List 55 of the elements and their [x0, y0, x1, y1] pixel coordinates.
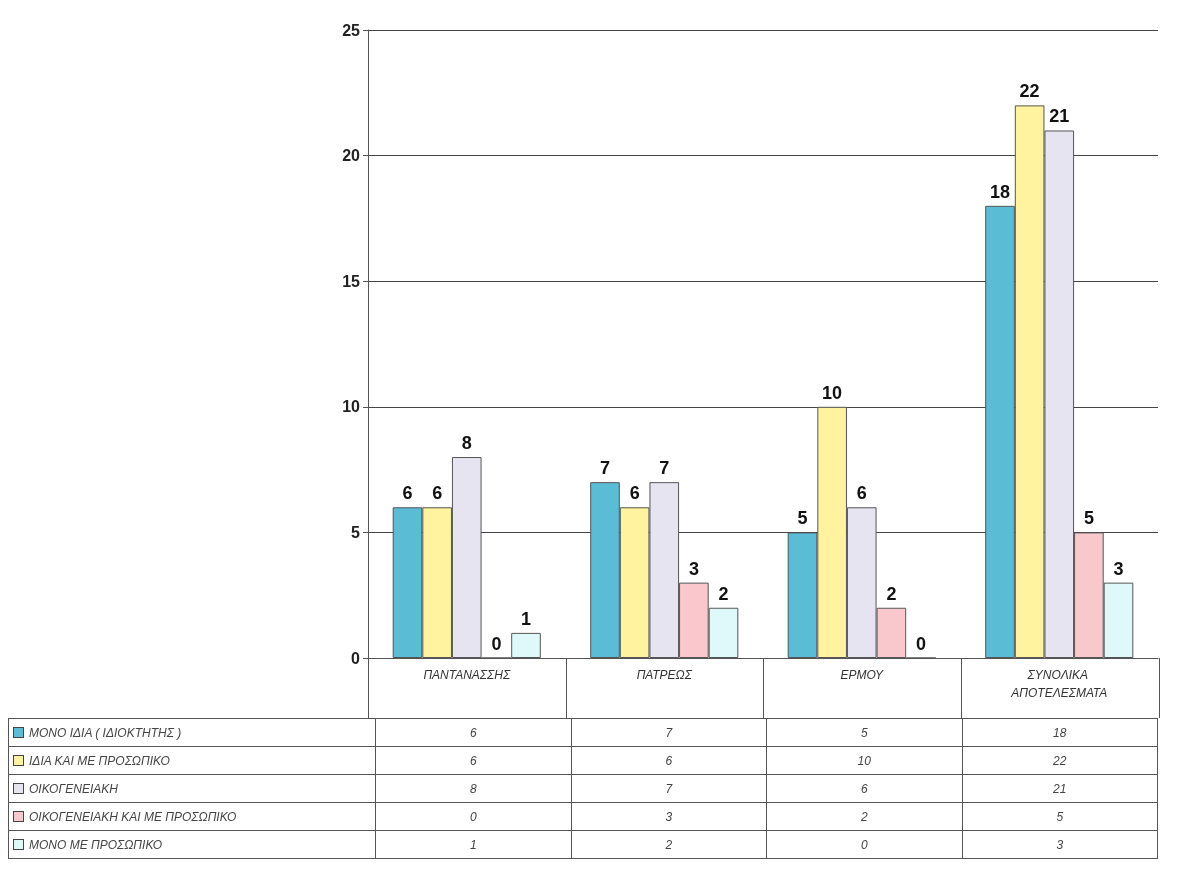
- data-label: 1: [375, 830, 571, 859]
- text: 1: [520, 608, 532, 629]
- data-label: 10: [766, 746, 962, 775]
- data-label: 22: [962, 746, 1158, 775]
- data-label: 5: [962, 802, 1158, 831]
- text: 5: [1083, 508, 1094, 529]
- text: 10: [822, 382, 843, 403]
- text: 21: [1049, 106, 1070, 127]
- data-label: 8: [375, 774, 571, 803]
- data-label: 2: [766, 802, 962, 831]
- text: 3: [1113, 558, 1124, 579]
- data-label: 7: [571, 774, 767, 803]
- text: 6: [432, 483, 443, 504]
- data-label: 3: [962, 830, 1158, 859]
- data-label: 6: [375, 718, 571, 747]
- x-tick-label: ΠΑΤΡΕΩΣ: [636, 668, 693, 682]
- legend-label: ΟΙΚΟΓΕΝΕΙΑΚΗ ΚΑΙ ΜΕ ΠΡΟΣΩΠΙΚΟ: [29, 809, 237, 824]
- data-label: 6: [571, 746, 767, 775]
- data-label: 0: [375, 802, 571, 831]
- data-label: 5: [766, 718, 962, 747]
- text: 6: [402, 483, 413, 504]
- text: 3: [688, 558, 699, 579]
- text: 5: [797, 508, 808, 529]
- legend-label: ΙΔΙΑ ΚΑΙ ΜΕ ΠΡΟΣΩΠΙΚΟ: [29, 753, 170, 768]
- text: 8: [461, 433, 472, 454]
- x-tick-label: ΠΑΝΤΑΝΑΣΣΗΣ: [423, 668, 511, 682]
- data-label: 7: [571, 718, 767, 747]
- text: 22: [1019, 81, 1040, 102]
- legend-label: ΜΟΝΟ ΙΔΙΑ ( ΙΔΙΟΚΤΗΤΗΣ ): [29, 725, 182, 740]
- data-label: 21: [962, 774, 1158, 803]
- data-label: 18: [962, 718, 1158, 747]
- text: 0: [915, 633, 927, 654]
- y-tick-label: 25: [342, 21, 361, 39]
- y-tick-label: 5: [351, 523, 361, 541]
- text: 6: [856, 483, 867, 504]
- text: 2: [886, 583, 897, 604]
- x-tick-label: ΕΡΜΟΥ: [840, 668, 885, 682]
- y-tick-label: 15: [342, 272, 361, 290]
- text: 18: [989, 181, 1011, 202]
- text: 6: [629, 483, 640, 504]
- data-label: 0: [766, 830, 962, 859]
- text: 7: [659, 458, 670, 479]
- text: 7: [599, 458, 611, 479]
- text: 2: [718, 583, 729, 604]
- text: 0: [491, 633, 502, 654]
- y-tick-label: 0: [351, 649, 361, 667]
- y-tick-label: 20: [342, 147, 361, 165]
- data-label: 2: [571, 830, 767, 859]
- y-tick-label: 10: [342, 398, 361, 416]
- data-label: 3: [571, 802, 767, 831]
- data-label: 6: [375, 746, 571, 775]
- legend-label: ΟΙΚΟΓΕΝΕΙΑΚΗ: [29, 781, 118, 796]
- x-tick-label: ΣΥΝΟΛΙΚΑ ΑΠΟΤΕΛΕΣΜΑΤΑ: [1010, 668, 1108, 700]
- legend-label: ΜΟΝΟ ΜΕ ΠΡΟΣΩΠΙΚΟ: [29, 837, 163, 852]
- data-label: 6: [766, 774, 962, 803]
